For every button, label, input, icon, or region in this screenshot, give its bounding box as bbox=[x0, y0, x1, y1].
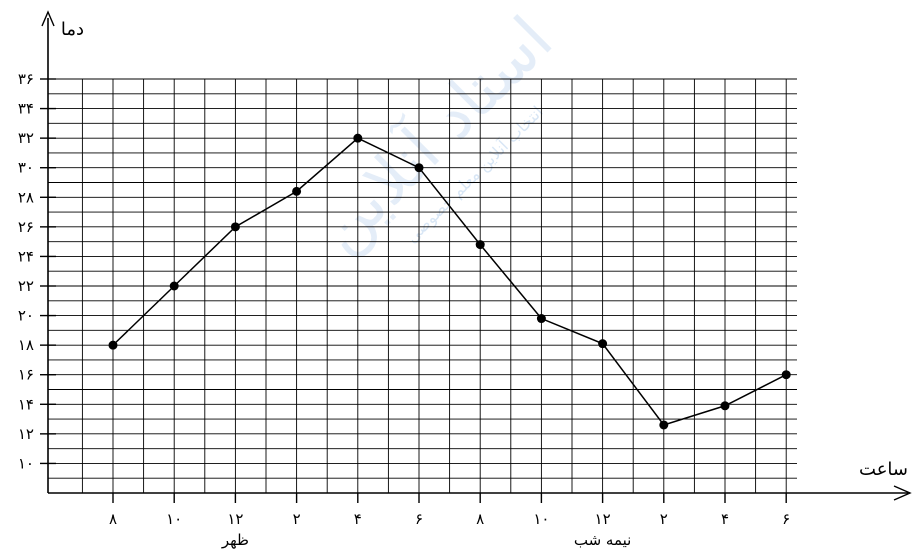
x-tick-label: ۲ bbox=[660, 510, 668, 528]
x-tick-label: ۸ bbox=[109, 510, 117, 528]
y-tick-label: ۲۰ bbox=[18, 307, 34, 325]
y-tick-label: ۳۲ bbox=[18, 129, 34, 147]
x-tick-label: ۶ bbox=[415, 510, 423, 528]
x-tick-label: ۱۲ bbox=[595, 510, 611, 528]
y-tick-label: ۲۴ bbox=[18, 247, 34, 265]
data-point bbox=[598, 339, 608, 349]
y-axis-arrow bbox=[41, 10, 55, 27]
x-tick-labels: ۸ ۱۰ ۱۲ ۲ ۴ ۶ ۸ ۱۰ ۱۲ ۲ ۴ ۶ bbox=[109, 493, 790, 528]
x-sublabel: ظهر bbox=[221, 531, 249, 549]
x-tick-label: ۴ bbox=[354, 510, 362, 528]
data-point bbox=[536, 314, 546, 324]
data-point bbox=[353, 133, 363, 143]
y-tick-label: ۱۲ bbox=[18, 425, 34, 443]
y-tick-label: ۱۶ bbox=[18, 366, 34, 384]
y-tick-label: ۳۶ bbox=[18, 70, 34, 88]
y-tick-label: ۲۶ bbox=[18, 218, 34, 236]
x-axis-label: ساعت bbox=[859, 459, 908, 480]
x-tick-label: ۱۲ bbox=[227, 510, 243, 528]
y-tick-label: ۲۲ bbox=[18, 277, 34, 295]
watermark: استاد آنلاین انتخاب آنلاین معلم خصوصی bbox=[301, 1, 567, 267]
data-point bbox=[781, 370, 791, 380]
axes: دما ساعت bbox=[41, 10, 912, 501]
x-tick-label: ۴ bbox=[721, 510, 729, 528]
x-tick-label: ۱۰ bbox=[533, 510, 549, 528]
y-tick-labels: ۱۰ ۱۲ ۱۴ ۱۶ ۱۸ ۲۰ ۲۲ ۲۴ ۲۶ ۲۸ ۳۰ ۳۲ ۳۴ ۳۶ bbox=[18, 70, 56, 472]
x-tick-label: ۶ bbox=[782, 510, 790, 528]
data-point bbox=[230, 222, 240, 232]
data-point bbox=[659, 420, 669, 430]
data-point bbox=[108, 340, 118, 350]
series-line bbox=[112, 137, 787, 426]
grid bbox=[47, 78, 797, 494]
y-tick-label: ۱۸ bbox=[18, 336, 34, 354]
y-tick-label: ۳۰ bbox=[18, 159, 34, 177]
x-tick-label: ۲ bbox=[293, 510, 301, 528]
series bbox=[108, 133, 791, 430]
x-tick-label: ۸ bbox=[476, 510, 484, 528]
x-tick-label: ۱۰ bbox=[166, 510, 182, 528]
data-point bbox=[292, 186, 302, 196]
data-point bbox=[414, 163, 424, 173]
x-sublabel: نیمه شب bbox=[574, 531, 631, 549]
y-axis-label: دما bbox=[61, 19, 84, 40]
y-tick-label: ۱۴ bbox=[18, 395, 34, 413]
y-tick-label: ۱۰ bbox=[18, 454, 34, 472]
data-point bbox=[475, 240, 485, 250]
data-point bbox=[169, 281, 179, 291]
y-tick-label: ۲۸ bbox=[18, 188, 34, 206]
x-axis-arrow bbox=[893, 485, 912, 501]
data-point bbox=[720, 401, 730, 411]
y-tick-label: ۳۴ bbox=[18, 100, 34, 118]
x-sublabels: ظهر نیمه شب bbox=[221, 531, 632, 549]
